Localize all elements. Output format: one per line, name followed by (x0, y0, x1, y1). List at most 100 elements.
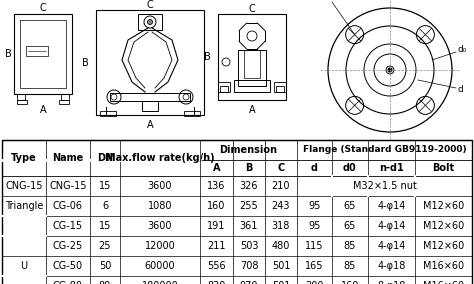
Text: 211: 211 (207, 241, 226, 251)
Text: M16×60: M16×60 (423, 261, 464, 271)
Text: 180000: 180000 (142, 281, 178, 284)
Text: M32×1.5 nut: M32×1.5 nut (353, 181, 417, 191)
Text: DN: DN (97, 153, 113, 163)
Text: Type: Type (11, 153, 37, 163)
Text: 15: 15 (99, 181, 111, 191)
Text: 160: 160 (207, 201, 226, 211)
Circle shape (147, 20, 153, 24)
Text: Name: Name (52, 153, 83, 163)
Text: 830: 830 (207, 281, 226, 284)
Text: A: A (146, 120, 153, 130)
Text: d0: d0 (343, 163, 357, 173)
Text: A: A (40, 105, 46, 115)
Text: 136: 136 (207, 181, 226, 191)
Text: 970: 970 (240, 281, 258, 284)
Text: 95: 95 (308, 221, 321, 231)
Text: CG-25: CG-25 (53, 241, 83, 251)
Bar (17, 94, 25, 100)
Text: Flange (Standard GB9119-2000): Flange (Standard GB9119-2000) (303, 145, 466, 154)
Text: 191: 191 (207, 221, 226, 231)
Text: CG-50: CG-50 (53, 261, 83, 271)
Text: n-d1: n-d1 (379, 163, 404, 173)
Text: B: B (5, 49, 12, 59)
Text: Dimension: Dimension (219, 145, 277, 155)
Text: 480: 480 (272, 241, 290, 251)
Bar (218, 82, 230, 92)
Text: 50: 50 (99, 261, 111, 271)
Text: U: U (20, 261, 27, 271)
Bar (17, 100, 27, 104)
Bar (14, 14, 72, 94)
Text: 15: 15 (99, 221, 111, 231)
Bar (276, 86, 284, 92)
Text: B: B (204, 52, 211, 62)
Text: A: A (213, 163, 220, 173)
Text: 503: 503 (240, 241, 258, 251)
Text: C: C (249, 4, 255, 14)
Text: Triangle: Triangle (5, 201, 43, 211)
Bar (220, 86, 228, 92)
Text: 4-φ14: 4-φ14 (377, 241, 406, 251)
Circle shape (388, 68, 392, 72)
Bar (100, 111, 116, 116)
Text: A: A (249, 105, 255, 115)
Text: CG-06: CG-06 (53, 201, 83, 211)
Text: 243: 243 (272, 201, 290, 211)
Bar (61, 94, 69, 100)
Text: d: d (458, 85, 464, 95)
Text: 708: 708 (240, 261, 258, 271)
Text: 6: 6 (102, 201, 108, 211)
Text: 4-φ18: 4-φ18 (377, 261, 406, 271)
Text: 80: 80 (99, 281, 111, 284)
Text: B: B (246, 163, 253, 173)
Bar (234, 80, 270, 92)
Text: 85: 85 (344, 261, 356, 271)
Text: 3600: 3600 (148, 221, 172, 231)
Text: CNG-15: CNG-15 (5, 181, 43, 191)
Text: d: d (311, 163, 318, 173)
Text: 318: 318 (272, 221, 290, 231)
Text: B: B (82, 57, 89, 68)
Text: 556: 556 (207, 261, 226, 271)
Text: CG-80: CG-80 (53, 281, 83, 284)
Text: 4-φ14: 4-φ14 (377, 201, 406, 211)
Bar (2, 140, 472, 284)
Text: d₀: d₀ (458, 45, 467, 55)
Bar (244, 50, 260, 78)
Text: 8-φ18: 8-φ18 (377, 281, 406, 284)
Text: CG-15: CG-15 (53, 221, 83, 231)
Bar (238, 50, 266, 86)
Bar (142, 101, 158, 111)
Bar (218, 14, 286, 100)
Text: 25: 25 (99, 241, 111, 251)
Text: 65: 65 (344, 201, 356, 211)
Text: M12×60: M12×60 (423, 201, 464, 211)
Text: 3600: 3600 (148, 181, 172, 191)
Text: 326: 326 (240, 181, 258, 191)
Text: M16×60: M16×60 (423, 281, 464, 284)
Text: 361: 361 (240, 221, 258, 231)
Bar (110, 93, 190, 101)
Text: C: C (277, 163, 284, 173)
Text: C: C (40, 3, 46, 13)
Bar (184, 111, 200, 116)
Text: M12×60: M12×60 (423, 241, 464, 251)
Text: 200: 200 (305, 281, 324, 284)
Text: 255: 255 (240, 201, 258, 211)
Bar (96, 10, 204, 115)
Bar (59, 100, 69, 104)
Text: 160: 160 (341, 281, 359, 284)
Text: 115: 115 (305, 241, 324, 251)
Bar (26, 46, 48, 56)
Circle shape (386, 66, 394, 74)
Text: 210: 210 (272, 181, 290, 191)
Text: 501: 501 (272, 261, 290, 271)
Text: 60000: 60000 (145, 261, 175, 271)
Bar (20, 20, 66, 88)
Text: 65: 65 (344, 221, 356, 231)
Bar (138, 14, 162, 30)
Text: 95: 95 (308, 201, 321, 211)
Text: 165: 165 (305, 261, 324, 271)
Text: C: C (146, 0, 154, 10)
Text: Max.flow rate(kg/h): Max.flow rate(kg/h) (106, 153, 214, 163)
